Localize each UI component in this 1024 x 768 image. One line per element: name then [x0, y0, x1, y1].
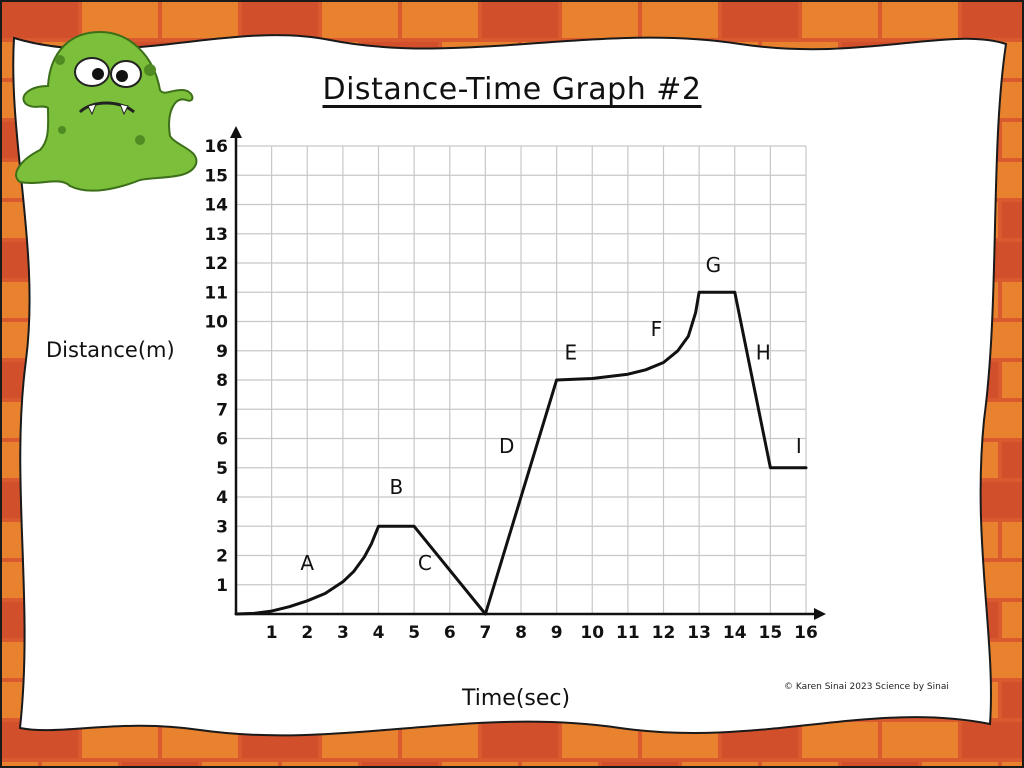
- y-tick-label: 12: [204, 254, 228, 274]
- x-tick-label: 7: [479, 623, 491, 643]
- brick: [602, 762, 678, 768]
- brick: [242, 2, 318, 38]
- brick: [442, 762, 518, 768]
- green-slime-monster-icon: [15, 30, 198, 192]
- y-tick-label: 13: [204, 225, 228, 245]
- brick: [122, 762, 198, 768]
- y-tick-label: 15: [204, 166, 228, 186]
- brick: [1002, 42, 1024, 78]
- segment-labels: A B C D E F G H I: [300, 253, 801, 575]
- brick: [562, 2, 638, 38]
- brick: [802, 722, 878, 758]
- x-tick-label: 6: [444, 623, 456, 643]
- tick-labels: 1 2 3 4 5 6 7 8 9 10 11 12 13 14 15 1612345678910111213…: [204, 137, 818, 643]
- brick: [922, 762, 998, 768]
- series-line: [234, 290, 808, 616]
- brick: [1002, 442, 1024, 478]
- segment-label: G: [706, 253, 722, 277]
- x-tick-label: 8: [515, 623, 527, 643]
- x-tick-label: 12: [652, 623, 676, 643]
- copyright-credit: © Karen Sinai 2023 Science by Sinai: [784, 682, 949, 692]
- y-tick-label: 2: [216, 547, 228, 567]
- brick: [682, 762, 758, 768]
- wavy-card: [12, 34, 1008, 737]
- brick: [1002, 362, 1024, 398]
- brick: [1002, 522, 1024, 558]
- y-axis-label: Distance(m): [46, 338, 175, 362]
- x-tick-label: 14: [723, 623, 747, 643]
- brick: [762, 762, 838, 768]
- brick: [202, 762, 278, 768]
- x-tick-label: 11: [616, 623, 640, 643]
- brick: [482, 2, 558, 38]
- x-tick-label: 10: [580, 623, 604, 643]
- x-axis-arrow-icon: [814, 608, 826, 620]
- x-tick-label: 5: [408, 623, 420, 643]
- y-tick-label: 10: [204, 313, 228, 333]
- brick: [962, 722, 1024, 758]
- x-tick-label: 3: [337, 623, 349, 643]
- brick: [1002, 602, 1024, 638]
- y-tick-label: 7: [216, 400, 228, 420]
- segment-label: B: [389, 475, 403, 499]
- brick: [42, 762, 118, 768]
- brick: [722, 2, 798, 38]
- x-tick-label: 4: [373, 623, 385, 643]
- y-tick-label: 3: [216, 517, 228, 537]
- brick: [1002, 122, 1024, 158]
- segment-label: D: [499, 434, 514, 458]
- data-series: [234, 290, 808, 616]
- y-tick-label: 1: [216, 576, 228, 596]
- segment-label: E: [565, 341, 578, 365]
- brick: [2, 2, 78, 38]
- brick: [402, 2, 478, 38]
- segment-label: H: [756, 341, 771, 365]
- x-tick-label: 15: [759, 623, 783, 643]
- brick: [882, 2, 958, 38]
- y-tick-label: 14: [204, 196, 228, 216]
- brick: [802, 2, 878, 38]
- chart-axes: [230, 126, 826, 620]
- brick: [962, 2, 1024, 38]
- chart-grid: [236, 145, 807, 614]
- brick: [522, 762, 598, 768]
- chart-title: Distance-Time Graph #2: [322, 72, 702, 107]
- segment-label: C: [418, 551, 432, 575]
- y-tick-label: 4: [216, 488, 228, 508]
- brick: [482, 722, 558, 758]
- segment-label: A: [300, 551, 314, 575]
- y-tick-label: 16: [204, 137, 228, 157]
- x-tick-label: 2: [301, 623, 313, 643]
- segment-label: F: [651, 317, 663, 341]
- brick: [362, 762, 438, 768]
- brick: [0, 762, 38, 768]
- brick: [162, 2, 238, 38]
- y-tick-label: 8: [216, 371, 228, 391]
- brick: [842, 762, 918, 768]
- y-tick-label: 11: [204, 283, 228, 303]
- brick: [1002, 682, 1024, 718]
- brick: [282, 762, 358, 768]
- brick: [1002, 282, 1024, 318]
- brick: [882, 722, 958, 758]
- x-tick-label: 9: [551, 623, 563, 643]
- x-tick-label: 16: [794, 623, 818, 643]
- y-tick-label: 6: [216, 430, 228, 450]
- y-axis-arrow-icon: [230, 126, 242, 138]
- brick: [1002, 202, 1024, 238]
- brick: [322, 2, 398, 38]
- brick: [642, 2, 718, 38]
- y-tick-label: 5: [216, 459, 228, 479]
- segment-label: I: [796, 434, 802, 458]
- x-tick-label: 1: [266, 623, 278, 643]
- brick: [1002, 762, 1024, 768]
- x-tick-label: 13: [687, 623, 711, 643]
- y-tick-label: 9: [216, 342, 228, 362]
- x-axis-label: Time(sec): [462, 686, 571, 711]
